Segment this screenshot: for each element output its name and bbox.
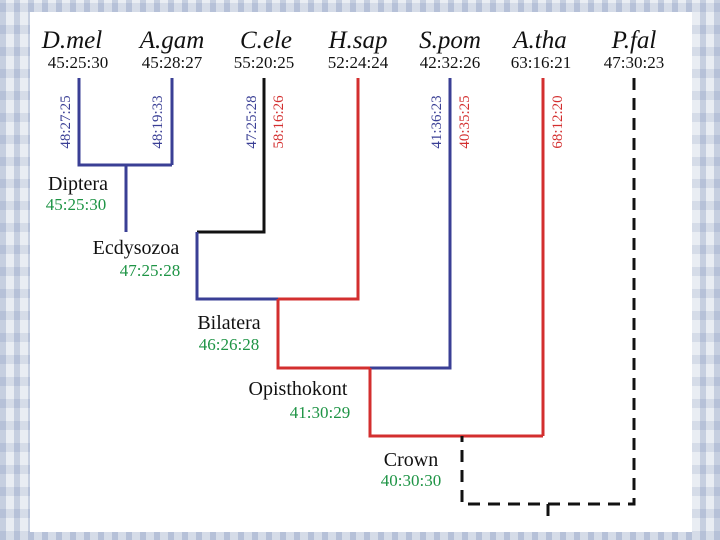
node-ratio-opisthokont: 41:30:29 [290, 403, 350, 422]
species-name-agam: A.gam [138, 27, 205, 54]
node-ratio-bilatera: 46:26:28 [199, 335, 259, 354]
branch-cele [197, 78, 266, 234]
node-name-ecdysozoa: Ecdysozoa [93, 237, 180, 259]
branch-label-atha: 68:12:20 [550, 95, 566, 148]
node-ratio-diptera: 45:25:30 [46, 195, 106, 214]
node-ratio-ecdysozoa: 47:25:28 [120, 261, 180, 280]
branch-label-cele-blue: 47:25:28 [244, 95, 260, 148]
branch-ecdysozoa-stem [195, 232, 278, 301]
node-name-crown: Crown [384, 449, 438, 471]
species-ratio-cele: 55:20:25 [234, 53, 294, 72]
tree-panel [30, 12, 692, 532]
species-ratio-hsap: 52:24:24 [328, 53, 389, 72]
species-name-spom: S.pom [419, 27, 481, 54]
branch-pfal [460, 78, 636, 506]
species-ratio-atha: 63:16:21 [511, 53, 571, 72]
branch-opisthokont-stem [368, 368, 543, 438]
node-name-opisthokont: Opisthokont [249, 378, 348, 400]
branch-label-dmel: 48:27:25 [58, 95, 74, 148]
branch-label-agam: 48:19:33 [150, 95, 166, 148]
node-ratio-crown: 40:30:30 [381, 471, 441, 490]
branch-spom [370, 78, 452, 370]
branch-dmel [77, 78, 172, 167]
species-name-cele: C.ele [240, 27, 292, 54]
species-name-hsap: H.sap [327, 27, 387, 54]
tree-branches [77, 78, 636, 520]
node-name-bilatera: Bilatera [197, 312, 260, 334]
node-name-diptera: Diptera [48, 173, 108, 195]
species-ratio-spom: 42:32:26 [420, 53, 480, 72]
species-ratio-pfal: 47:30:23 [604, 53, 664, 72]
species-ratio-agam: 45:28:27 [142, 53, 203, 72]
branch-label-cele-red: 58:16:26 [271, 95, 287, 149]
branch-label-spom-blue: 41:36:23 [429, 95, 445, 148]
species-ratio-dmel: 45:25:30 [48, 53, 108, 72]
branch-label-spom-red: 40:35:25 [457, 95, 473, 148]
species-name-atha: A.tha [511, 27, 566, 54]
species-name-dmel: D.mel [41, 27, 102, 54]
species-name-pfal: P.fal [611, 27, 657, 54]
branch-hsap [278, 78, 360, 301]
branch-bilatera-stem [276, 299, 370, 370]
